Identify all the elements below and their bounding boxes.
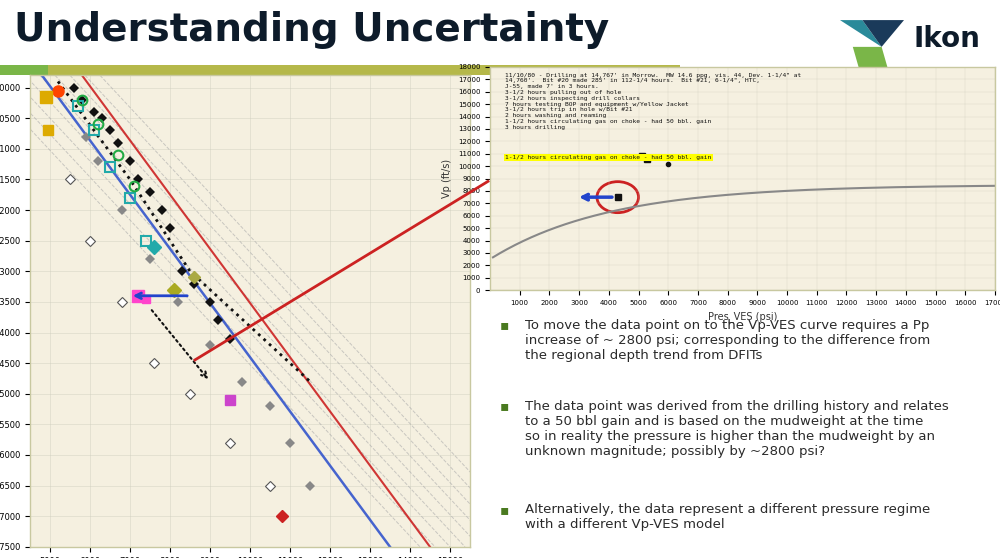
Text: Understanding Uncertainty: Understanding Uncertainty xyxy=(14,11,609,49)
Text: Ikon: Ikon xyxy=(914,25,980,53)
Text: ▪: ▪ xyxy=(500,503,509,517)
Y-axis label: Vp (ft/s): Vp (ft/s) xyxy=(442,159,452,198)
Text: ▪: ▪ xyxy=(500,319,509,333)
Text: To move the data point on to the Vp-VES curve requires a Pp
increase of ~ 2800 p: To move the data point on to the Vp-VES … xyxy=(525,319,931,362)
Text: The data point was derived from the drilling history and relates
to a 50 bbl gai: The data point was derived from the dril… xyxy=(525,400,949,458)
Polygon shape xyxy=(853,47,888,69)
FancyBboxPatch shape xyxy=(48,65,680,75)
X-axis label: Pres_VES (psi): Pres_VES (psi) xyxy=(708,311,777,323)
Text: 11/10/80 - Drilling at 14,767' in Morrow.  MW 14.6 ppg, vis. 44, Dev. 1-1/4" at
: 11/10/80 - Drilling at 14,767' in Morrow… xyxy=(505,73,801,130)
Text: ▪: ▪ xyxy=(500,400,509,413)
Text: Alternatively, the data represent a different pressure regime
with a different V: Alternatively, the data represent a diff… xyxy=(525,503,931,531)
FancyBboxPatch shape xyxy=(0,65,48,75)
Polygon shape xyxy=(862,20,904,47)
Text: 1-1/2 hours circulating gas on choke - had 50 bbl. gain: 1-1/2 hours circulating gas on choke - h… xyxy=(505,155,711,160)
Text: SCIENCE: SCIENCE xyxy=(915,66,974,79)
Polygon shape xyxy=(840,20,882,47)
